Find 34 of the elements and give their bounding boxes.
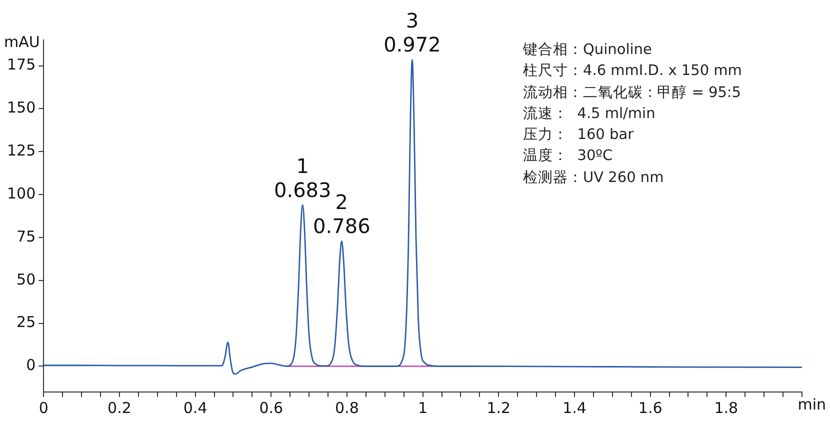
x-tick-label: 0.8 [335, 398, 359, 417]
annotation: 流速： 4.5 ml/min [523, 104, 656, 124]
x-tick-label: 0.4 [183, 398, 208, 417]
annotation: 3 [406, 8, 419, 33]
x-tick-label: 0 [38, 398, 48, 417]
y-tick-label: 50 [16, 270, 36, 288]
x-tick-label: 1.4 [562, 398, 586, 417]
y-tick-label: 100 [6, 184, 36, 202]
y-tick-label: 125 [6, 142, 36, 160]
y-tick-label: 25 [16, 313, 36, 332]
y-tick-label: 0 [26, 356, 36, 374]
y-tick-label: 150 [6, 98, 36, 117]
annotation: 2 [335, 190, 348, 214]
annotation: 0.683 [274, 178, 332, 202]
y-axis-title: mAU [4, 33, 40, 51]
x-tick-label: 1 [418, 398, 428, 417]
annotation: 检测器：UV 260 nm [523, 168, 665, 188]
annotation: 流动相：二氧化碳 : 甲醇 = 95:5 [523, 84, 742, 103]
annotation: 柱尺寸：4.6 mmI.D. x 150 mm [523, 62, 742, 82]
x-tick-label: 0.6 [259, 398, 284, 417]
y-tick-label: 175 [6, 56, 36, 74]
annotation: 0.786 [313, 214, 370, 238]
annotation: 温度： 30ºC [523, 146, 614, 166]
annotation: 键合相：Quinoline [523, 41, 653, 60]
line-series [44, 59, 802, 375]
x-axis-title: min [798, 395, 826, 414]
x-tick-label: 1.6 [638, 398, 662, 417]
x-tick-label: 1.8 [714, 398, 738, 417]
annotation: 压力： 160 bar [523, 126, 635, 146]
annotation: 0.972 [384, 32, 441, 57]
x-tick-label: 0.2 [108, 398, 132, 417]
annotation: 1 [296, 154, 309, 178]
y-tick-label: 75 [16, 227, 36, 246]
x-tick-label: 1.2 [486, 398, 511, 417]
